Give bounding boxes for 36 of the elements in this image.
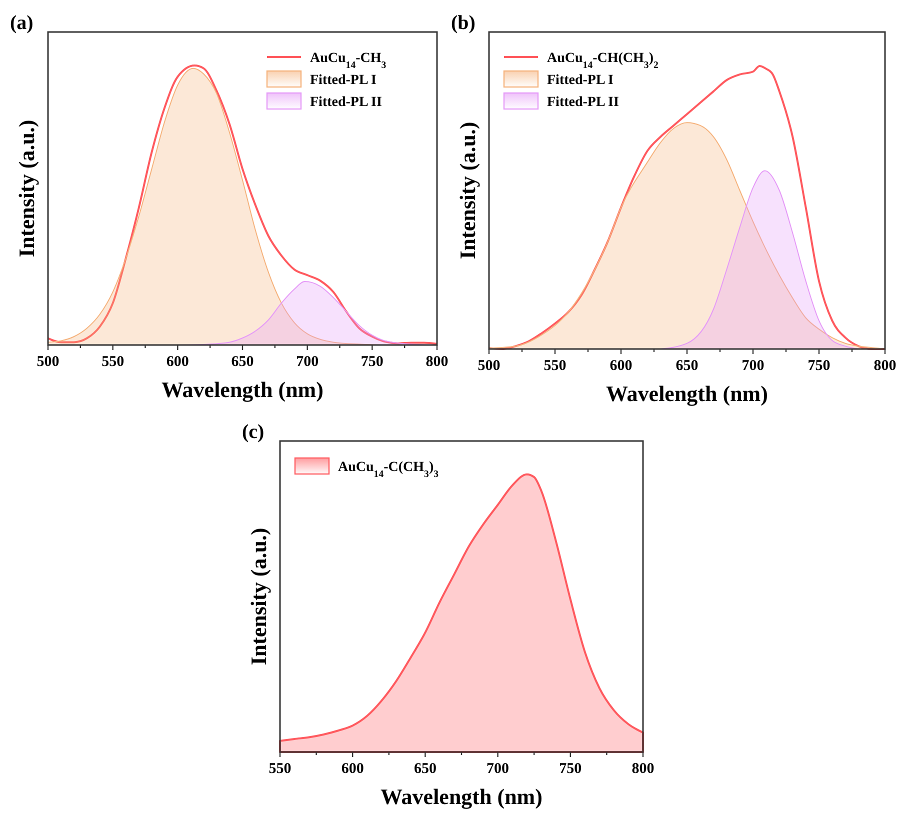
x-axis-title: Wavelength (nm) bbox=[380, 784, 542, 809]
x-tick-label: 750 bbox=[559, 761, 582, 777]
x-tick-label: 650 bbox=[231, 354, 254, 370]
x-tick-label: 650 bbox=[676, 358, 698, 374]
y-axis-title: Intensity (a.u.) bbox=[455, 122, 480, 260]
chart-title: (c) bbox=[242, 421, 264, 443]
x-tick-label: 800 bbox=[426, 354, 448, 370]
x-tick-label: 800 bbox=[874, 358, 896, 374]
x-tick-label: 700 bbox=[742, 358, 764, 374]
legend-label: Fitted-PL II bbox=[547, 95, 619, 110]
x-axis-title: Wavelength (nm) bbox=[606, 381, 768, 406]
x-tick-label: 500 bbox=[36, 354, 60, 370]
x-tick-label: 550 bbox=[102, 354, 124, 370]
x-tick-label: 600 bbox=[166, 354, 189, 370]
y-axis-title: Intensity (a.u.) bbox=[14, 120, 39, 258]
legend-label: AuCu$_{14}$-CH(CH$_{3}$)$_{2}$ bbox=[547, 51, 658, 70]
x-axis-title: Wavelength (nm) bbox=[162, 377, 324, 402]
x-tick-label: 700 bbox=[296, 354, 319, 370]
legend-label: Fitted-PL II bbox=[310, 95, 382, 110]
x-tick-label: 550 bbox=[544, 358, 566, 374]
chart-title: (a) bbox=[10, 12, 34, 34]
legend-label: Fitted-PL I bbox=[310, 73, 376, 88]
x-tick-label: 750 bbox=[360, 354, 384, 370]
x-tick-label: 500 bbox=[478, 358, 500, 374]
chart-title: (b) bbox=[451, 12, 476, 34]
x-tick-label: 650 bbox=[414, 761, 436, 777]
legend-label: AuCu$_{14}$-CH$_{3}$ bbox=[310, 51, 386, 70]
x-tick-label: 800 bbox=[632, 761, 654, 777]
x-tick-label: 700 bbox=[486, 761, 510, 777]
x-tick-label: 550 bbox=[268, 761, 292, 777]
legend-label: Fitted-PL I bbox=[547, 73, 614, 88]
y-axis-title: Intensity (a.u.) bbox=[246, 528, 271, 666]
x-tick-label: 750 bbox=[808, 358, 830, 374]
legend-label: AuCu$_{14}$-C(CH$_{3}$)$_{3}$ bbox=[338, 460, 439, 480]
x-tick-label: 600 bbox=[341, 761, 364, 777]
x-tick-label: 600 bbox=[610, 358, 632, 374]
